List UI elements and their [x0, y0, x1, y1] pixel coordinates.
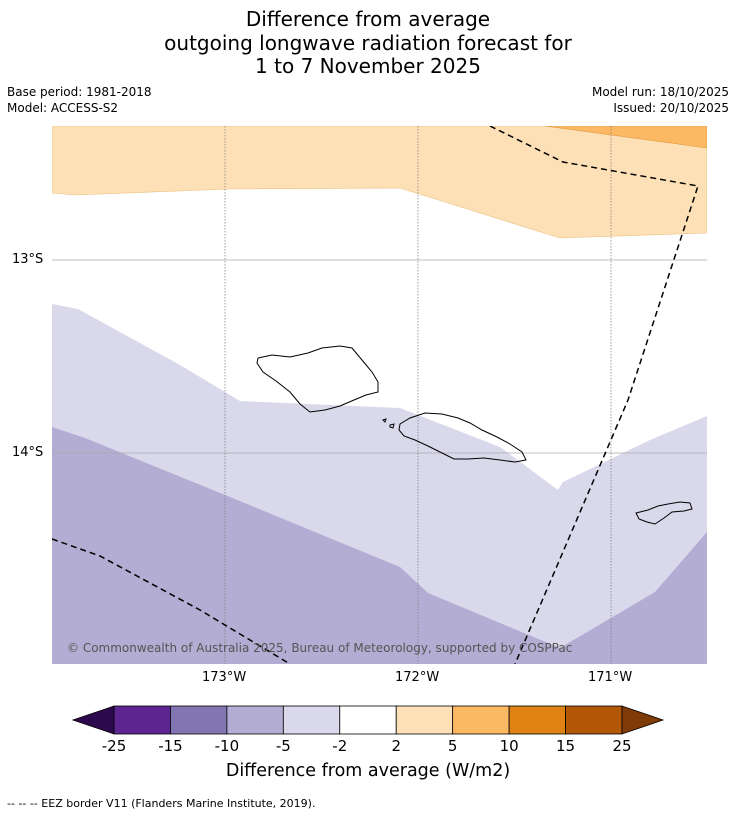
colorbar-tick-label: -10	[214, 737, 240, 755]
title-line-2: outgoing longwave radiation forecast for	[164, 30, 572, 55]
anomaly-band-neg5-to-neg10	[52, 427, 707, 664]
colorbar-tick-label: 10	[499, 737, 519, 755]
colorbar-tick-label: 5	[447, 737, 458, 755]
lat-label-14s: 14°S	[12, 445, 44, 460]
model-run: Model run: 18/10/2025	[591, 85, 729, 99]
colorbar-bin-0	[113, 705, 171, 735]
lon-label-173w: 173°W	[202, 670, 247, 685]
colorbar	[71, 705, 665, 735]
map-panel	[52, 126, 707, 664]
colorbar-bin-3	[282, 705, 341, 735]
colorbar-bin-4	[339, 705, 397, 735]
colorbar-bin-2	[226, 705, 284, 735]
apolima-island	[389, 423, 395, 429]
lat-label-13s: 13°S	[12, 252, 44, 267]
colorbar-bin-7	[508, 705, 566, 735]
lon-label-172w: 172°W	[395, 670, 440, 685]
eez-footnote: -- -- -- EEZ border V11 (Flanders Marine…	[7, 797, 316, 810]
model-name: Model: ACCESS-S2	[7, 101, 119, 115]
colorbar-bins	[113, 705, 623, 735]
manono-island	[382, 418, 387, 423]
colorbar-tick-label: -2	[332, 737, 348, 755]
lon-label-171w: 171°W	[588, 670, 633, 685]
upolu-island	[398, 412, 527, 463]
colorbar-tick-label: -25	[101, 737, 127, 755]
colorbar-bin-1	[170, 705, 228, 735]
colorbar-bin-6	[452, 705, 510, 735]
meta-right: Model run: 18/10/2025 Issued: 20/10/2025	[592, 84, 729, 116]
colorbar-under-arrow	[71, 705, 115, 735]
tutuila-island	[635, 501, 693, 525]
meta-left: Base period: 1981-2018 Model: ACCESS-S2	[7, 84, 152, 116]
anomaly-band-2-to-5	[52, 126, 707, 239]
colorbar-tick-label: 15	[556, 737, 576, 755]
copyright-notice: © Commonwealth of Australia 2025, Bureau…	[67, 641, 573, 655]
savaii-island	[256, 345, 379, 413]
colorbar-tick-label: -5	[275, 737, 291, 755]
colorbar-tick-label: 2	[391, 737, 401, 755]
anomaly-band-5-to-10	[544, 126, 707, 149]
chart-title: Difference from average outgoing longwav…	[0, 7, 736, 79]
colorbar-over-arrow	[621, 705, 665, 735]
base-period: Base period: 1981-2018	[7, 85, 152, 99]
title-line-3: 1 to 7 November 2025	[255, 54, 481, 78]
colorbar-tick-label: -15	[158, 737, 183, 755]
eez-border-east	[489, 126, 699, 664]
issued-date: Issued: 20/10/2025	[613, 101, 729, 115]
eez-border-southwest	[52, 538, 291, 664]
colorbar-tick-label: 25	[612, 737, 632, 755]
colorbar-bin-8	[565, 705, 623, 735]
colorbar-bin-5	[395, 705, 454, 735]
colorbar-title: Difference from average (W/m2)	[225, 761, 511, 781]
title-line-1: Difference from average	[245, 7, 491, 31]
